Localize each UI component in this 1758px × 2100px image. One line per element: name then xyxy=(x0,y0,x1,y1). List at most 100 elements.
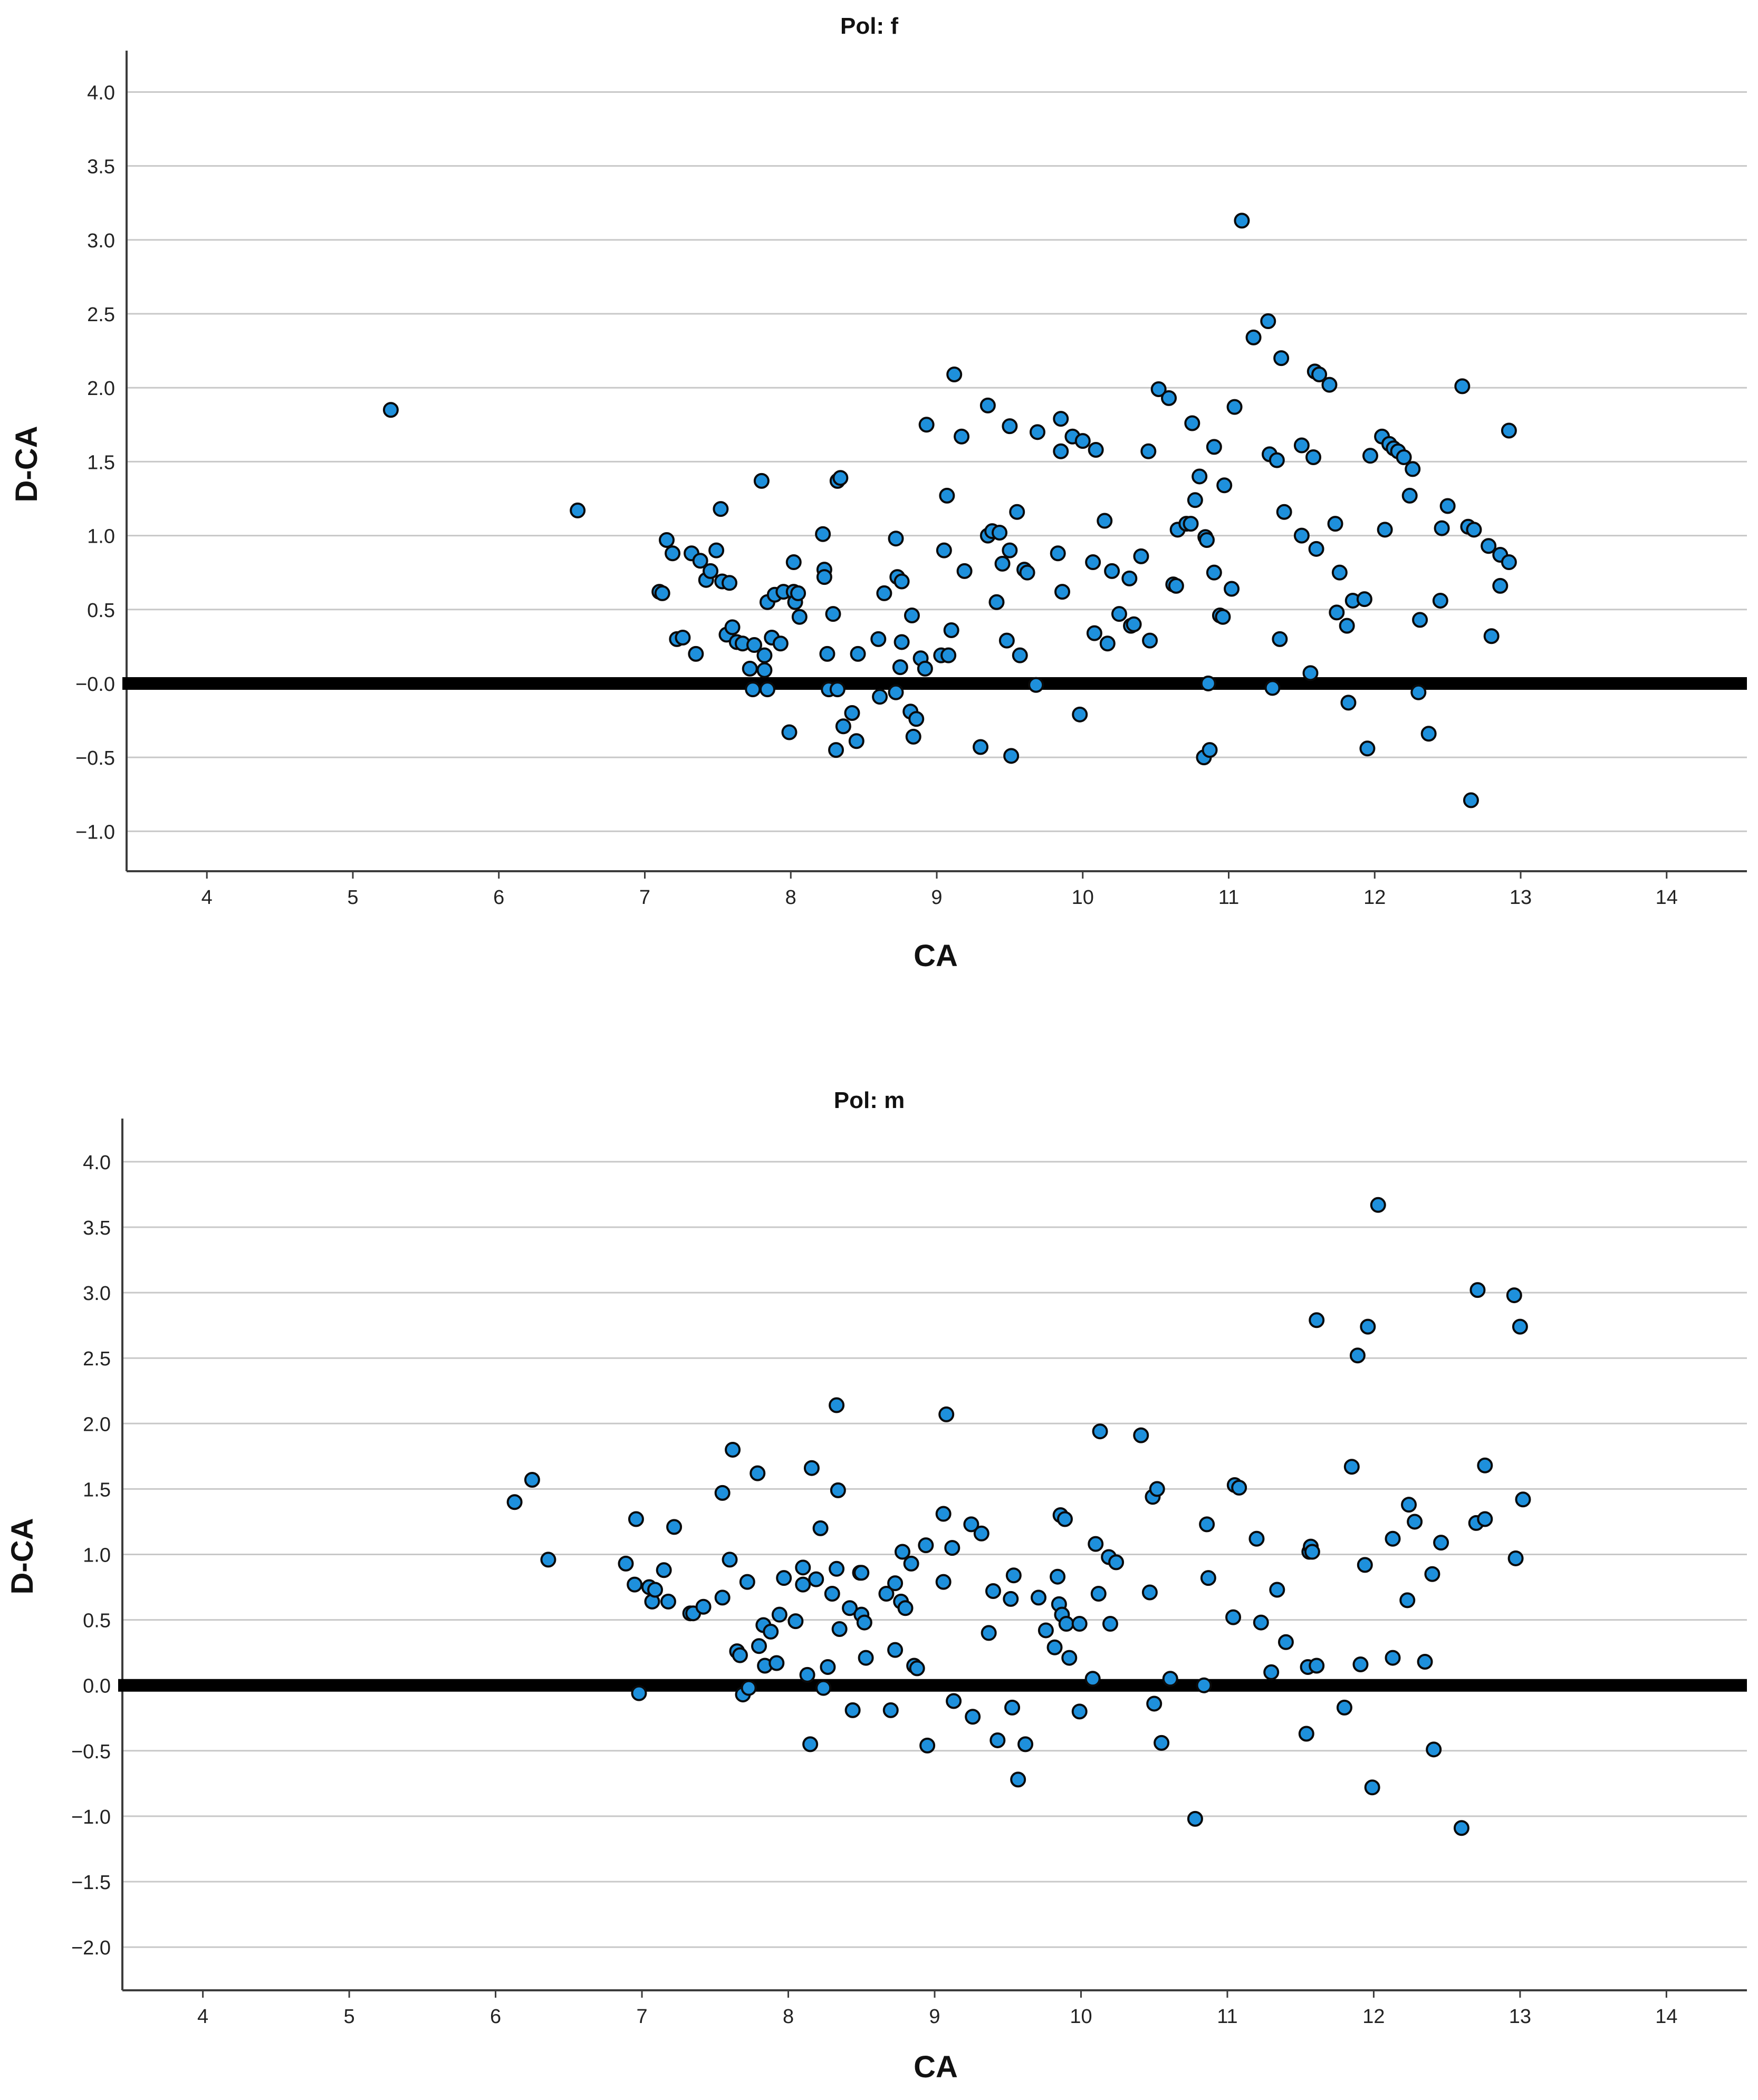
data-point xyxy=(1434,520,1450,536)
data-point xyxy=(1196,1677,1212,1693)
data-point xyxy=(714,1485,731,1501)
data-point xyxy=(1009,504,1025,520)
data-point xyxy=(935,1574,952,1590)
data-point xyxy=(1224,581,1240,597)
data-point xyxy=(1339,618,1355,634)
data-point xyxy=(1308,541,1324,557)
data-point xyxy=(1364,1779,1380,1796)
data-point xyxy=(935,1506,952,1522)
data-point xyxy=(1507,1550,1524,1566)
data-point xyxy=(791,609,808,625)
data-point xyxy=(1088,441,1104,458)
scatter-panel-pol-f: −1.0 −0.5 −0.0 0.5 1.0 1.5 2.0 2.5 3.0 3.5 4.0 4 5 6… xyxy=(9,13,1747,973)
data-point xyxy=(713,501,729,517)
data-point xyxy=(1206,564,1222,581)
data-point xyxy=(1133,548,1149,564)
data-point xyxy=(656,1562,672,1578)
data-point xyxy=(1072,706,1088,723)
data-point xyxy=(1412,612,1428,628)
data-point xyxy=(1311,366,1328,382)
data-point xyxy=(1140,443,1157,459)
y-tick-label: 2.0 xyxy=(83,1413,111,1436)
data-point xyxy=(1004,1699,1021,1716)
data-point xyxy=(1302,665,1319,681)
data-point xyxy=(1264,680,1281,696)
data-point xyxy=(756,662,773,678)
data-point xyxy=(1234,213,1250,229)
data-point xyxy=(988,594,1005,610)
data-point xyxy=(1150,381,1167,398)
data-point xyxy=(816,569,832,585)
y-tick-label: 3.0 xyxy=(83,1283,111,1305)
axes xyxy=(121,1119,1747,1991)
data-point xyxy=(832,470,849,486)
data-point xyxy=(1003,1591,1019,1607)
data-point xyxy=(1410,684,1427,700)
x-axis-label: CA xyxy=(914,2050,958,2084)
data-point xyxy=(1359,740,1376,757)
data-point xyxy=(876,585,892,601)
data-point xyxy=(1200,675,1216,691)
data-point xyxy=(887,1575,904,1592)
data-point xyxy=(1053,443,1069,459)
data-point xyxy=(1424,1566,1440,1582)
data-point xyxy=(666,1519,683,1535)
y-axis-label: D-CA xyxy=(5,1518,40,1595)
data-point xyxy=(938,1406,955,1422)
data-point xyxy=(631,1685,647,1701)
y-tick-label: 3.0 xyxy=(87,230,115,252)
data-point xyxy=(1005,1567,1022,1584)
data-point xyxy=(540,1552,556,1568)
data-point xyxy=(917,660,933,677)
data-points xyxy=(506,1197,1531,1836)
scatter-chart-pol-m: −2.0 −1.5 −1.0 −0.5 0.0 0.5 1.0 1.5 2.0 2.5 3.0 3.5… xyxy=(5,1087,1747,2084)
y-tick-labels: −2.0 −1.5 −1.0 −0.5 0.0 0.5 1.0 1.5 2.0 2.5 3.0 3.5… xyxy=(71,1152,111,1959)
data-point xyxy=(1154,1735,1170,1751)
x-tick-label: 4 xyxy=(197,2006,208,2028)
axes xyxy=(126,51,1747,872)
data-point xyxy=(722,575,738,591)
data-point xyxy=(1102,1616,1118,1632)
data-point xyxy=(1426,1741,1442,1758)
y-tick-label: 2.5 xyxy=(83,1348,111,1370)
x-tick-label: 10 xyxy=(1072,887,1094,909)
data-point xyxy=(1216,477,1233,494)
data-point xyxy=(1501,422,1517,439)
data-point xyxy=(741,1680,757,1696)
y-tick-label: 1.0 xyxy=(87,526,115,548)
data-point xyxy=(1099,635,1116,652)
y-tick-label: 0.5 xyxy=(83,1610,111,1632)
data-point xyxy=(990,1732,1006,1748)
data-point xyxy=(1263,1664,1280,1680)
data-point xyxy=(1453,1820,1469,1836)
data-point xyxy=(815,1680,832,1696)
data-point xyxy=(998,632,1015,649)
data-point xyxy=(1362,448,1378,464)
data-point xyxy=(1097,513,1113,529)
data-point xyxy=(1084,1671,1101,1687)
data-point xyxy=(659,532,675,548)
x-axis-label: CA xyxy=(914,939,958,973)
data-point xyxy=(1141,1584,1158,1601)
data-point xyxy=(772,635,789,652)
data-point xyxy=(828,742,844,758)
data-point xyxy=(628,1511,644,1527)
y-tick-label: 1.5 xyxy=(83,1479,111,1501)
data-point xyxy=(714,1590,731,1606)
data-point xyxy=(894,573,910,590)
data-point xyxy=(1028,677,1044,693)
data-point xyxy=(776,1570,792,1586)
data-point xyxy=(750,1465,766,1481)
data-point xyxy=(1477,1511,1493,1527)
data-point xyxy=(799,1666,815,1683)
data-point xyxy=(1483,628,1500,644)
data-point xyxy=(1149,1481,1165,1497)
y-tick-label: −0.5 xyxy=(75,747,115,769)
y-tick-label: 4.0 xyxy=(83,1152,111,1174)
data-point xyxy=(1276,504,1292,520)
data-point xyxy=(751,1638,767,1654)
data-point xyxy=(1202,742,1218,758)
data-point xyxy=(1309,1312,1325,1328)
data-point xyxy=(1003,748,1020,764)
data-point xyxy=(795,1576,811,1593)
